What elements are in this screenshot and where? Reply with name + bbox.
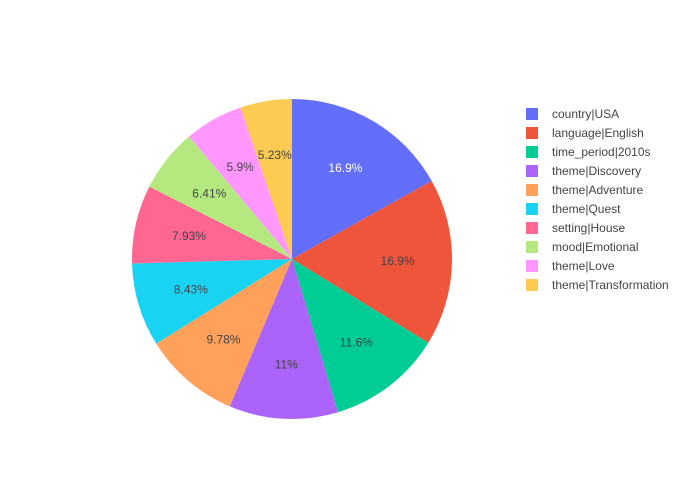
- legend-label: theme|Quest: [552, 202, 621, 216]
- pie-slices: [132, 99, 452, 419]
- legend-label: mood|Emotional: [552, 240, 639, 254]
- legend-label: language|English: [552, 126, 644, 140]
- pie-percent-label: 9.78%: [206, 332, 240, 346]
- legend-item[interactable]: time_period|2010s: [526, 145, 651, 159]
- legend-item[interactable]: theme|Adventure: [526, 183, 643, 197]
- legend-label: country|USA: [552, 107, 619, 121]
- pie-slice-setting-house[interactable]: [132, 186, 292, 264]
- legend-item[interactable]: theme|Quest: [526, 202, 621, 216]
- legend-swatch: [526, 260, 538, 272]
- pie-slice-theme-transformation[interactable]: [240, 99, 292, 259]
- legend-item[interactable]: theme|Discovery: [526, 164, 641, 178]
- pie-slice-theme-adventure[interactable]: [156, 259, 292, 407]
- legend-item[interactable]: country|USA: [526, 107, 619, 121]
- legend-item[interactable]: setting|House: [526, 221, 625, 235]
- pie-slice-theme-discovery[interactable]: [229, 259, 338, 419]
- legend-swatch: [526, 241, 538, 253]
- legend-item[interactable]: mood|Emotional: [526, 240, 639, 254]
- pie-percent-label: 16.9%: [328, 161, 362, 175]
- pie-slice-language-english[interactable]: [292, 180, 452, 343]
- legend-label: theme|Love: [552, 259, 615, 273]
- pie-percent-label: 8.43%: [174, 282, 208, 296]
- pie-slice-theme-quest[interactable]: [132, 259, 292, 344]
- legend-label: theme|Transformation: [552, 278, 669, 292]
- pie-percent-label: 16.9%: [381, 254, 415, 268]
- legend-item[interactable]: theme|Love: [526, 259, 615, 273]
- legend-item[interactable]: theme|Transformation: [526, 278, 669, 292]
- legend: country|USA language|English time_period|2…: [526, 107, 669, 292]
- pie-percent-label: 11%: [275, 357, 298, 371]
- pie-percent-label: 5.9%: [226, 160, 254, 174]
- pie-percent-label: 6.41%: [192, 186, 226, 200]
- legend-swatch: [526, 279, 538, 291]
- pie-slice-theme-love[interactable]: [189, 107, 292, 259]
- legend-item[interactable]: language|English: [526, 126, 644, 140]
- pie-slice-country-usa[interactable]: [292, 99, 432, 259]
- legend-label: theme|Discovery: [552, 164, 641, 178]
- pie-percent-labels: 16.9%16.9%11.6%11%9.78%8.43%7.93%6.41%5.…: [172, 148, 415, 372]
- pie-slice-mood-emotional[interactable]: [149, 136, 292, 259]
- legend-label: setting|House: [552, 221, 625, 235]
- legend-swatch: [526, 165, 538, 177]
- legend-swatch: [526, 203, 538, 215]
- pie-slice-time-period-2010s[interactable]: [292, 259, 429, 413]
- pie-percent-label: 7.93%: [172, 229, 206, 243]
- pie-percent-label: 11.6%: [340, 336, 373, 350]
- legend-swatch: [526, 146, 538, 158]
- pie-percent-label: 5.23%: [258, 148, 292, 162]
- legend-swatch: [526, 222, 538, 234]
- legend-swatch: [526, 108, 538, 120]
- legend-swatch: [526, 127, 538, 139]
- legend-label: theme|Adventure: [552, 183, 643, 197]
- legend-label: time_period|2010s: [552, 145, 651, 159]
- legend-swatch: [526, 184, 538, 196]
